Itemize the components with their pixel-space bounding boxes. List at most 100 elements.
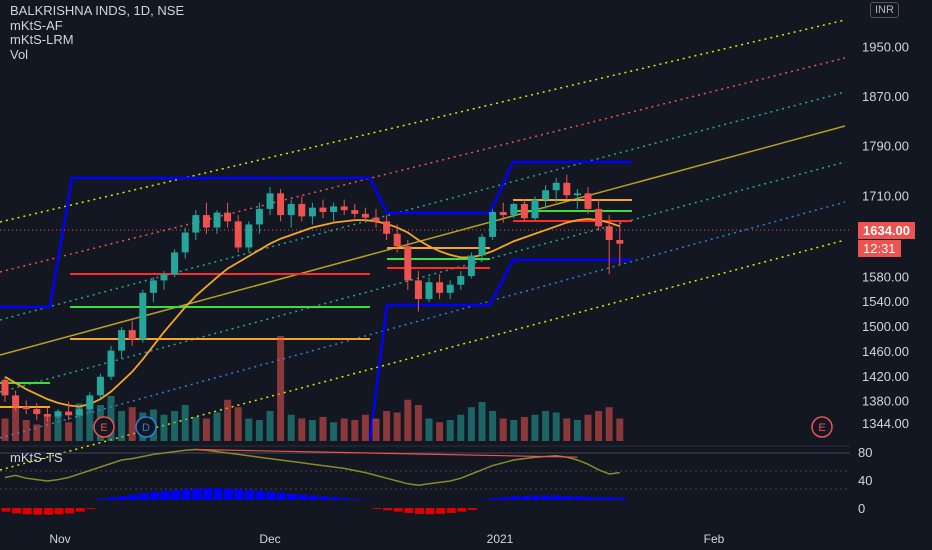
osc-histogram-bar xyxy=(584,496,594,500)
price-axis-label: 1710.00 xyxy=(862,188,909,203)
candle-body xyxy=(12,395,20,407)
channel-line-5 xyxy=(0,201,846,439)
osc-histogram-bar xyxy=(65,508,75,514)
volume-bar xyxy=(33,424,41,441)
candle-body xyxy=(404,246,412,281)
osc-axis-label: 0 xyxy=(858,501,865,516)
candle-body xyxy=(446,284,454,293)
volume-bar xyxy=(425,418,433,441)
candle-body xyxy=(266,193,274,209)
price-axis-label: 1500.00 xyxy=(862,319,909,334)
indicator-lrm[interactable]: mKtS-LRM xyxy=(10,32,74,47)
candle-body xyxy=(414,280,422,300)
channel-line-2 xyxy=(0,91,846,321)
candle-body xyxy=(139,292,147,340)
symbol-title[interactable]: BALKRISHNA INDS, 1D, NSE xyxy=(10,3,185,18)
volume-bar xyxy=(128,407,136,441)
volume-bar xyxy=(43,414,51,441)
candle-body xyxy=(298,203,306,217)
candle-body xyxy=(499,212,507,216)
candle-body xyxy=(372,217,380,222)
osc-histogram-bar xyxy=(86,508,96,509)
volume-bar xyxy=(351,420,359,441)
candle-body xyxy=(96,376,104,396)
candle-body xyxy=(425,282,433,300)
volume-bar xyxy=(319,417,327,441)
osc-histogram-bar xyxy=(160,491,170,500)
candle-body xyxy=(489,212,497,237)
currency-badge[interactable]: INR xyxy=(870,2,899,18)
event-marker xyxy=(93,416,115,438)
volume-bar xyxy=(393,412,401,441)
candle-body xyxy=(181,232,189,253)
last-price-tag: 1634.00 xyxy=(858,222,915,239)
osc-histogram-bar xyxy=(12,508,22,514)
channel-line-1 xyxy=(0,57,846,273)
divergence-line xyxy=(195,448,578,458)
osc-histogram-bar xyxy=(107,497,117,500)
candle-body xyxy=(436,282,444,293)
osc-histogram-bar xyxy=(43,508,53,515)
volume-bar xyxy=(542,411,550,441)
osc-histogram-bar xyxy=(33,508,43,515)
volume-bar xyxy=(234,407,242,441)
countdown-tag: 12:31 xyxy=(858,240,901,257)
volume-bar xyxy=(86,399,94,441)
price-axis-label: 1790.00 xyxy=(862,139,909,154)
candle-body xyxy=(319,207,327,213)
osc-histogram-bar xyxy=(22,508,32,515)
candle-body xyxy=(467,255,475,277)
price-axis-label: 1870.00 xyxy=(862,89,909,104)
volume-bar xyxy=(22,420,30,441)
oscillator-line xyxy=(4,448,620,486)
oscillator-label[interactable]: mKtS-TS xyxy=(10,450,63,465)
osc-histogram-bar xyxy=(573,496,583,500)
volume-bar xyxy=(510,420,518,441)
osc-histogram-bar xyxy=(213,488,223,500)
volume-bar xyxy=(520,417,528,441)
candle-body xyxy=(552,182,560,191)
osc-histogram-bar xyxy=(489,498,499,500)
volume-bar xyxy=(414,405,422,441)
indicator-vol[interactable]: Vol xyxy=(10,46,29,62)
candle-body xyxy=(22,406,30,410)
osc-histogram-bar xyxy=(446,508,456,513)
osc-histogram-bar xyxy=(245,490,255,500)
candle-body xyxy=(287,203,295,216)
candle-body xyxy=(149,280,157,293)
osc-histogram-bar xyxy=(287,493,297,500)
candle-body xyxy=(160,274,168,281)
volume-bar xyxy=(552,412,560,441)
volume-bar xyxy=(171,411,179,441)
price-axis-bg xyxy=(850,0,932,550)
osc-histogram-bar xyxy=(96,498,106,500)
osc-histogram-bar xyxy=(1,508,11,512)
volume-bar xyxy=(531,414,539,441)
candle-body xyxy=(54,411,62,417)
candle-body xyxy=(128,330,136,340)
time-axis-label: Nov xyxy=(49,532,70,546)
price-axis-label: 1344.00 xyxy=(862,416,909,431)
indicator-af[interactable]: mKtS-AF xyxy=(10,17,63,33)
volume-bar xyxy=(202,418,210,441)
volume-bar xyxy=(192,417,200,441)
event-marker-label: E xyxy=(100,422,107,434)
osc-histogram-bar xyxy=(467,508,477,510)
price-axis-label: 1540.00 xyxy=(862,294,909,309)
osc-histogram-bar xyxy=(54,508,64,515)
event-marker-label: E xyxy=(818,422,825,434)
osc-histogram-bar xyxy=(510,496,520,500)
volume-bar xyxy=(605,407,613,441)
candle-body xyxy=(202,215,210,228)
volume-bar xyxy=(75,403,83,441)
osc-histogram-bar xyxy=(224,488,234,500)
volume-bar xyxy=(54,411,62,441)
osc-histogram-bar xyxy=(563,495,573,500)
osc-histogram-bar xyxy=(308,495,318,500)
osc-histogram-bar xyxy=(393,508,403,512)
osc-histogram-bar xyxy=(531,495,541,500)
candle-body xyxy=(340,206,348,211)
volume-bar xyxy=(340,418,348,441)
volume-bar xyxy=(457,414,465,441)
